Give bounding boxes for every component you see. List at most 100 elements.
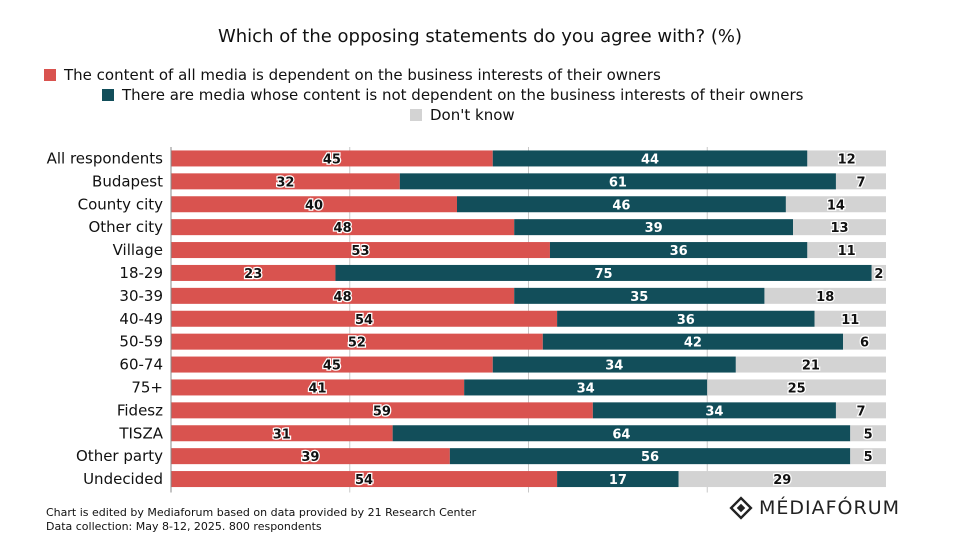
category-label: 30-39 [119, 287, 163, 305]
bar-segment [171, 356, 493, 373]
data-label: 39 [301, 450, 319, 465]
data-label: 31 [273, 427, 291, 442]
data-label: 7 [856, 404, 865, 419]
data-label: 2 [874, 267, 883, 282]
category-label: County city [78, 195, 163, 213]
data-label: 44 [641, 152, 659, 167]
legend-item-dependent: The content of all media is dependent on… [44, 66, 661, 84]
data-label: 29 [773, 473, 791, 488]
bar-segment [764, 287, 886, 304]
legend-item-not-dependent: There are media whose content is not dep… [102, 86, 803, 104]
category-label: Village [113, 241, 163, 259]
data-label: 5 [864, 427, 873, 442]
category-label: Fidesz [117, 401, 163, 419]
bar-segment [735, 356, 886, 373]
legend-swatch-dependent [44, 69, 56, 81]
bar-segment [678, 471, 886, 488]
category-label: 18-29 [119, 264, 163, 282]
category-label: 40-49 [119, 310, 163, 328]
bar-segment [492, 356, 736, 373]
bar-segment [850, 425, 886, 442]
category-label: 60-74 [119, 356, 163, 374]
bar-segment [457, 196, 786, 213]
data-label: 53 [351, 244, 369, 259]
data-label: 18 [816, 290, 834, 305]
bar-segment [492, 150, 808, 167]
legend-label-not-dependent: There are media whose content is not dep… [122, 86, 804, 104]
bar-segment [557, 471, 679, 488]
bar-segment [171, 150, 493, 167]
data-label: 17 [609, 473, 627, 488]
data-label: 32 [276, 175, 294, 190]
data-label: 34 [705, 404, 723, 419]
data-label: 52 [348, 336, 366, 351]
data-label: 23 [244, 267, 262, 282]
bar-segment [542, 333, 844, 350]
data-label: 13 [830, 221, 848, 236]
bar-segment [592, 402, 836, 419]
bar-segment [392, 425, 851, 442]
bar-segment [843, 333, 886, 350]
data-label: 45 [323, 359, 341, 374]
data-label: 75 [595, 267, 613, 282]
bar-segment [850, 448, 886, 465]
bar-segment [335, 264, 872, 281]
bar-segment [399, 173, 836, 190]
data-label: 34 [605, 359, 623, 374]
data-label: 5 [864, 450, 873, 465]
bar-segment [793, 219, 886, 236]
footer-source: Chart is edited by Mediaforum based on d… [46, 506, 477, 519]
data-label: 46 [612, 198, 630, 213]
category-label: 75+ [131, 378, 163, 396]
category-label: TISZA [118, 424, 163, 442]
data-label: 61 [609, 175, 627, 190]
bar-segment [171, 310, 558, 327]
bar-segment [171, 402, 593, 419]
bar-segment [171, 471, 558, 488]
data-label: 41 [309, 381, 327, 396]
bar-segment [549, 242, 808, 259]
bar-segment [171, 219, 515, 236]
bar-segment [171, 379, 465, 396]
data-label: 39 [645, 221, 663, 236]
legend-label-dont-know: Don't know [430, 106, 515, 124]
category-label: Budapest [92, 172, 163, 190]
bar-segment [557, 310, 815, 327]
data-label: 11 [841, 313, 859, 328]
category-label: Other city [88, 218, 163, 236]
data-label: 54 [355, 473, 373, 488]
bar-segment [835, 173, 886, 190]
chart-title: Which of the opposing statements do you … [217, 26, 743, 47]
data-label: 14 [827, 198, 845, 213]
data-label: 21 [802, 359, 820, 374]
bar-segment [171, 173, 400, 190]
data-label: 6 [860, 336, 869, 351]
legend-label-dependent: The content of all media is dependent on… [64, 66, 661, 84]
data-label: 48 [334, 221, 352, 236]
category-label: 50-59 [119, 333, 163, 351]
data-label: 25 [788, 381, 806, 396]
bar-segment [871, 264, 886, 281]
data-label: 36 [677, 313, 695, 328]
mediaforum-logo-icon [729, 496, 753, 520]
data-label: 40 [305, 198, 323, 213]
data-label: 56 [641, 450, 659, 465]
bar-segment [171, 425, 393, 442]
bar-segment [807, 242, 886, 259]
bar-segment [171, 196, 457, 213]
category-label: All respondents [47, 149, 164, 167]
bar-segment [814, 310, 886, 327]
data-label: 36 [670, 244, 688, 259]
bar-segment [171, 264, 336, 281]
bar-segment [464, 379, 708, 396]
bar-segment [514, 219, 794, 236]
bar-segment [707, 379, 886, 396]
data-label: 64 [612, 427, 630, 442]
bar-segment [171, 242, 550, 259]
bar-segment [171, 287, 515, 304]
data-label: 59 [373, 404, 391, 419]
bar-segment [449, 448, 851, 465]
bar-segment [835, 402, 886, 419]
data-label: 7 [856, 175, 865, 190]
legend-swatch-dont-know [410, 109, 422, 121]
